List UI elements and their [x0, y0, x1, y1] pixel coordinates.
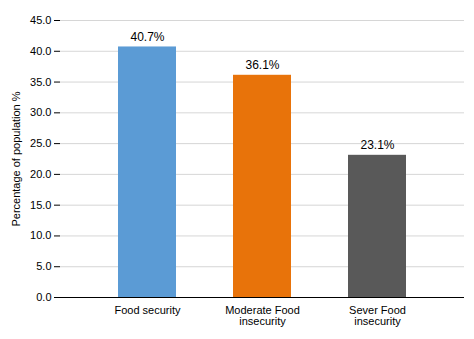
svg-text:40.7%: 40.7%: [130, 30, 164, 44]
svg-text:30.0: 30.0: [30, 106, 51, 118]
svg-text:20.0: 20.0: [30, 168, 51, 180]
svg-text:36.1%: 36.1%: [245, 58, 279, 72]
svg-text:35.0: 35.0: [30, 76, 51, 88]
svg-text:Food security: Food security: [114, 304, 181, 316]
svg-text:Percentage of population %: Percentage of population %: [10, 91, 22, 226]
svg-text:15.0: 15.0: [30, 199, 51, 211]
svg-text:Moderate Foodinsecurity: Moderate Foodinsecurity: [225, 304, 300, 327]
svg-text:Sever Foodinsecurity: Sever Foodinsecurity: [349, 304, 406, 327]
svg-text:0.0: 0.0: [36, 291, 51, 303]
svg-text:5.0: 5.0: [36, 260, 51, 272]
svg-text:25.0: 25.0: [30, 137, 51, 149]
svg-text:45.0: 45.0: [30, 14, 51, 26]
svg-text:10.0: 10.0: [30, 229, 51, 241]
svg-text:40.0: 40.0: [30, 45, 51, 57]
svg-text:23.1%: 23.1%: [360, 138, 394, 152]
